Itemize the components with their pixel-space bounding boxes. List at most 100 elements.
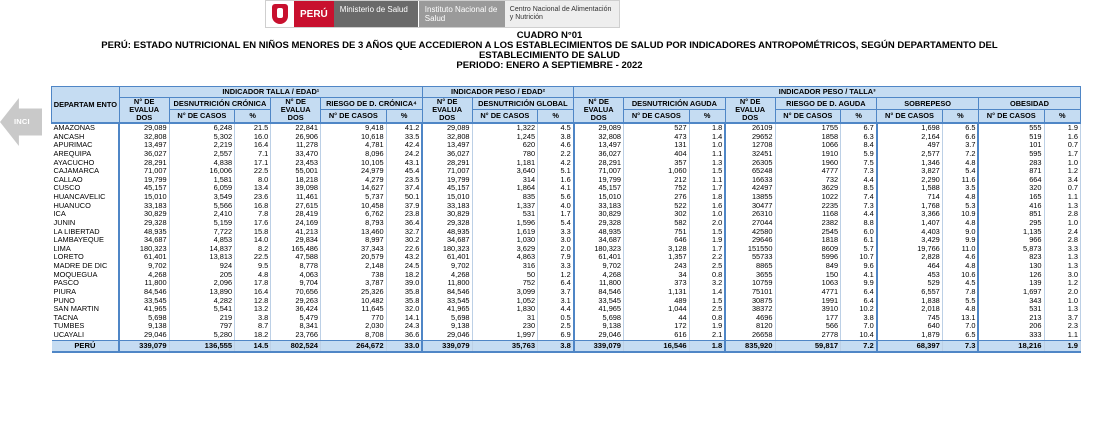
value-cell: 3,128 [623,244,690,254]
value-cell: 206 [978,322,1045,331]
value-cell: 29,089 [573,122,625,133]
value-cell: 5996 [775,253,842,262]
value-cell: 1.3 [1044,305,1082,314]
value-cell: 3,429 [876,236,943,245]
value-cell: 7,722 [169,227,236,237]
total-row: PERÚ 339,079 136,555 14.5 802,524 264,672 33.0… [51,339,1082,353]
value-cell: 4.8 [942,218,980,228]
value-cell: 33,470 [270,149,322,159]
value-cell: 1066 [775,141,842,150]
value-cell: 1022 [775,193,842,202]
department-cell: PUNO [51,296,121,306]
value-cell: 0.7 [1044,184,1082,193]
value-cell: 4.1 [840,270,878,280]
value-cell: 2,290 [876,175,943,185]
value-cell: 1.2 [1044,167,1082,176]
value-cell: 4.4 [537,305,575,314]
value-cell: 6,557 [876,287,943,297]
value-cell: 11,278 [270,141,322,150]
ins-logo-text: Instituto Nacional de Salud [417,1,505,27]
value-cell: 29,328 [119,218,170,228]
value-cell: 11,461 [270,193,322,202]
value-cell: 4.4 [840,175,878,185]
department-cell: LORETO [51,253,121,262]
value-cell: 4,838 [169,158,236,168]
casos-header: N° DE CASOS [471,109,539,124]
value-cell: 32.7 [386,227,424,237]
value-cell: 47,588 [270,253,322,262]
value-cell: 9.6 [840,262,878,271]
value-cell: 8.5 [840,184,878,193]
total-value-cell: 1.9 [1044,339,1082,353]
report-title: CUADRO N°01 PERÚ: ESTADO NUTRICIONAL EN … [0,31,1099,71]
value-cell: 1,245 [472,132,539,142]
value-cell: 37.4 [386,184,424,193]
value-cell: 130 [978,262,1045,271]
value-cell: 9,704 [270,279,322,288]
value-cell: 243 [623,262,690,271]
value-cell: 2.5 [689,262,727,271]
value-cell: 1858 [775,132,842,142]
value-cell: 871 [978,167,1045,176]
value-cell: 5,541 [169,305,236,314]
value-cell: 3.0 [1044,270,1082,280]
value-cell: 1.0 [689,141,727,150]
casos-header: N° DE CASOS [623,109,690,124]
back-button-label[interactable]: INCI [14,117,30,126]
value-cell: 2,164 [876,132,943,142]
value-cell: 1.3 [1044,253,1082,262]
evaluados-header: N° DE EVALUA DOS [724,97,776,124]
casos-header: N° DE CASOS [774,109,842,124]
value-cell: 1.6 [689,201,727,211]
casos-header: N° DE CASOS [168,109,236,124]
value-cell: 10,105 [320,158,387,168]
value-cell: 531 [472,210,539,219]
peso-talla-group-header: INDICADOR PESO / TALLA³ [573,86,1081,98]
value-cell: 404 [623,149,690,159]
percent-header: % [941,109,979,124]
department-cell: PIURA [51,287,121,297]
value-cell: 13,813 [169,253,236,262]
value-cell: 4.5 [537,122,575,133]
value-cell: 8,341 [270,322,322,331]
value-cell: 55,001 [270,167,322,176]
peso-edad-group-header: INDICADOR PESO / EDAD² [421,86,575,98]
value-cell: 7.0 [942,322,980,331]
value-cell: 15,010 [573,193,625,202]
value-cell: 48,935 [573,227,625,237]
department-cell: CALLAO [51,175,121,185]
value-cell: 15,010 [422,193,473,202]
evaluados-header: N° DE EVALUA DOS [270,97,322,124]
total-value-cell: 35,763 [472,339,539,353]
riesgo-aguda-header: RIESGO DE D. AGUDA [774,96,878,111]
value-cell: 1960 [775,158,842,168]
value-cell: 22,841 [270,122,322,133]
value-cell: 50.1 [386,193,424,202]
value-cell: 45,157 [119,184,170,193]
department-cell: LIMA [51,244,121,254]
value-cell: 32,808 [119,132,170,142]
value-cell: 2235 [775,201,842,211]
value-cell: 924 [169,262,236,271]
value-cell: 16.4 [234,287,272,297]
value-cell: 34 [623,270,690,280]
value-cell: 230 [472,322,539,331]
value-cell: 6.4 [840,296,878,306]
value-cell: 17.8 [234,279,272,288]
value-cell: 4696 [725,313,776,323]
value-cell: 966 [978,236,1045,245]
value-cell: 30,829 [119,210,170,219]
value-cell: 8,096 [320,149,387,159]
table-row: SAN MARTIN 41,965 5,541 13.2 36,424 11,645 32.… [51,305,1082,314]
value-cell: 165 [978,193,1045,202]
value-cell: 7.9 [537,253,575,262]
value-cell: 4,268 [422,270,473,280]
value-cell: 14.0 [234,236,272,245]
value-cell: 1.9 [689,322,727,331]
value-cell: 5.6 [537,193,575,202]
value-cell: 6.4 [537,279,575,288]
value-cell: 16.8 [234,201,272,211]
value-cell: 35.8 [386,296,424,306]
value-cell: 33,545 [573,296,625,306]
value-cell: 4.8 [942,193,980,202]
